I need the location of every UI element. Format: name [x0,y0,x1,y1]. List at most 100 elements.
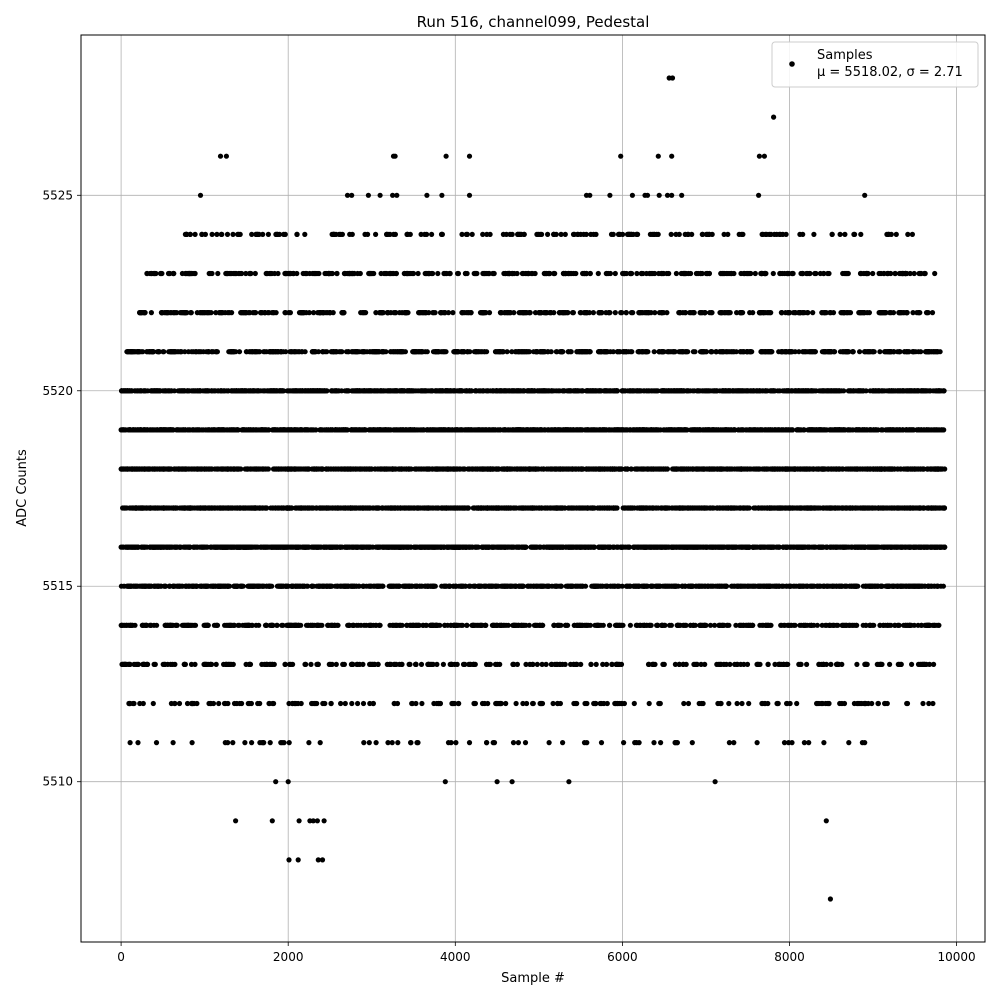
sample-point [291,427,298,433]
sample-point [273,310,279,316]
sample-point [418,231,424,237]
sample-point [460,349,466,355]
sample-point [763,270,769,277]
sample-point [586,310,593,316]
sample-point [692,349,698,355]
sample-point [630,231,636,237]
sample-point [605,270,611,277]
sample-point [858,310,864,316]
sample-point [555,388,561,394]
sample-point [562,310,568,316]
sample-point [229,349,235,355]
sample-point [551,270,557,277]
sample-point [810,310,816,316]
sample-point [836,388,842,394]
sample-point [328,349,334,355]
sample-point [569,270,575,277]
sample-point [357,270,363,277]
sample-point [713,349,720,355]
sample-point [266,310,272,316]
sample-point [589,427,595,433]
sample-point [235,427,241,433]
sample-point [218,388,224,394]
sample-point [389,270,395,277]
sample-point [445,388,451,394]
sample-point [917,310,923,316]
sample-point [759,231,765,237]
sample-point [762,349,769,355]
sample-point [427,388,433,394]
sample-point [929,310,936,316]
sample-point [537,310,543,316]
sample-point [326,427,332,433]
sample-point [577,349,583,355]
sample-point [626,231,632,237]
sample-point [306,310,312,316]
sample-point [417,310,423,316]
sample-point [596,388,602,394]
sample-point [697,427,703,433]
sample-point [282,427,288,433]
sample-point [435,270,441,277]
sample-point [734,310,740,316]
sample-point [621,270,627,277]
sample-point [871,349,877,355]
sample-point [683,349,690,355]
sample-point [728,427,734,433]
sample-point [484,349,490,355]
sample-point [771,231,778,237]
sample-point [308,388,314,394]
sample-point [841,388,847,394]
sample-point [502,270,508,277]
sample-point [780,231,786,237]
sample-point [185,427,191,433]
sample-point [264,270,270,277]
sample-point [510,270,516,277]
sample-point [850,349,856,355]
sample-point [145,388,151,394]
sample-point [360,349,366,355]
sample-point [903,270,909,277]
sample-point [527,310,533,316]
sample-point [629,270,635,277]
sample-point [507,310,513,316]
sample-point [565,427,571,433]
sample-point [677,310,683,316]
sample-point [627,388,633,394]
sample-point [432,310,438,316]
sample-point [607,310,613,316]
sample-point [660,349,666,355]
sample-point [494,349,501,355]
sample-point [260,427,266,433]
sample-point [535,427,541,433]
sample-point [761,310,767,316]
sample-point [467,388,473,394]
sample-point [397,310,403,316]
sample-point [210,427,216,433]
sample-point [638,270,644,277]
sample-point [319,427,325,433]
sample-point [325,310,331,316]
sample-point [847,388,854,394]
sample-point [498,310,504,316]
sample-point [509,349,515,355]
sample-point [371,427,377,433]
sample-point [863,388,869,394]
sample-point [222,310,228,316]
sample-point [187,270,193,277]
sample-point [878,427,885,433]
sample-point [488,427,494,433]
sample-point [591,231,597,237]
sample-point [685,231,691,237]
sample-point [150,427,156,433]
sample-point [135,349,141,355]
sample-point [156,349,162,355]
sample-point [611,427,617,433]
sample-point [503,231,509,237]
sample-point [316,270,322,277]
sample-point [723,349,729,355]
sample-point [852,231,858,237]
sample-point [740,310,746,316]
sample-point [371,349,377,355]
